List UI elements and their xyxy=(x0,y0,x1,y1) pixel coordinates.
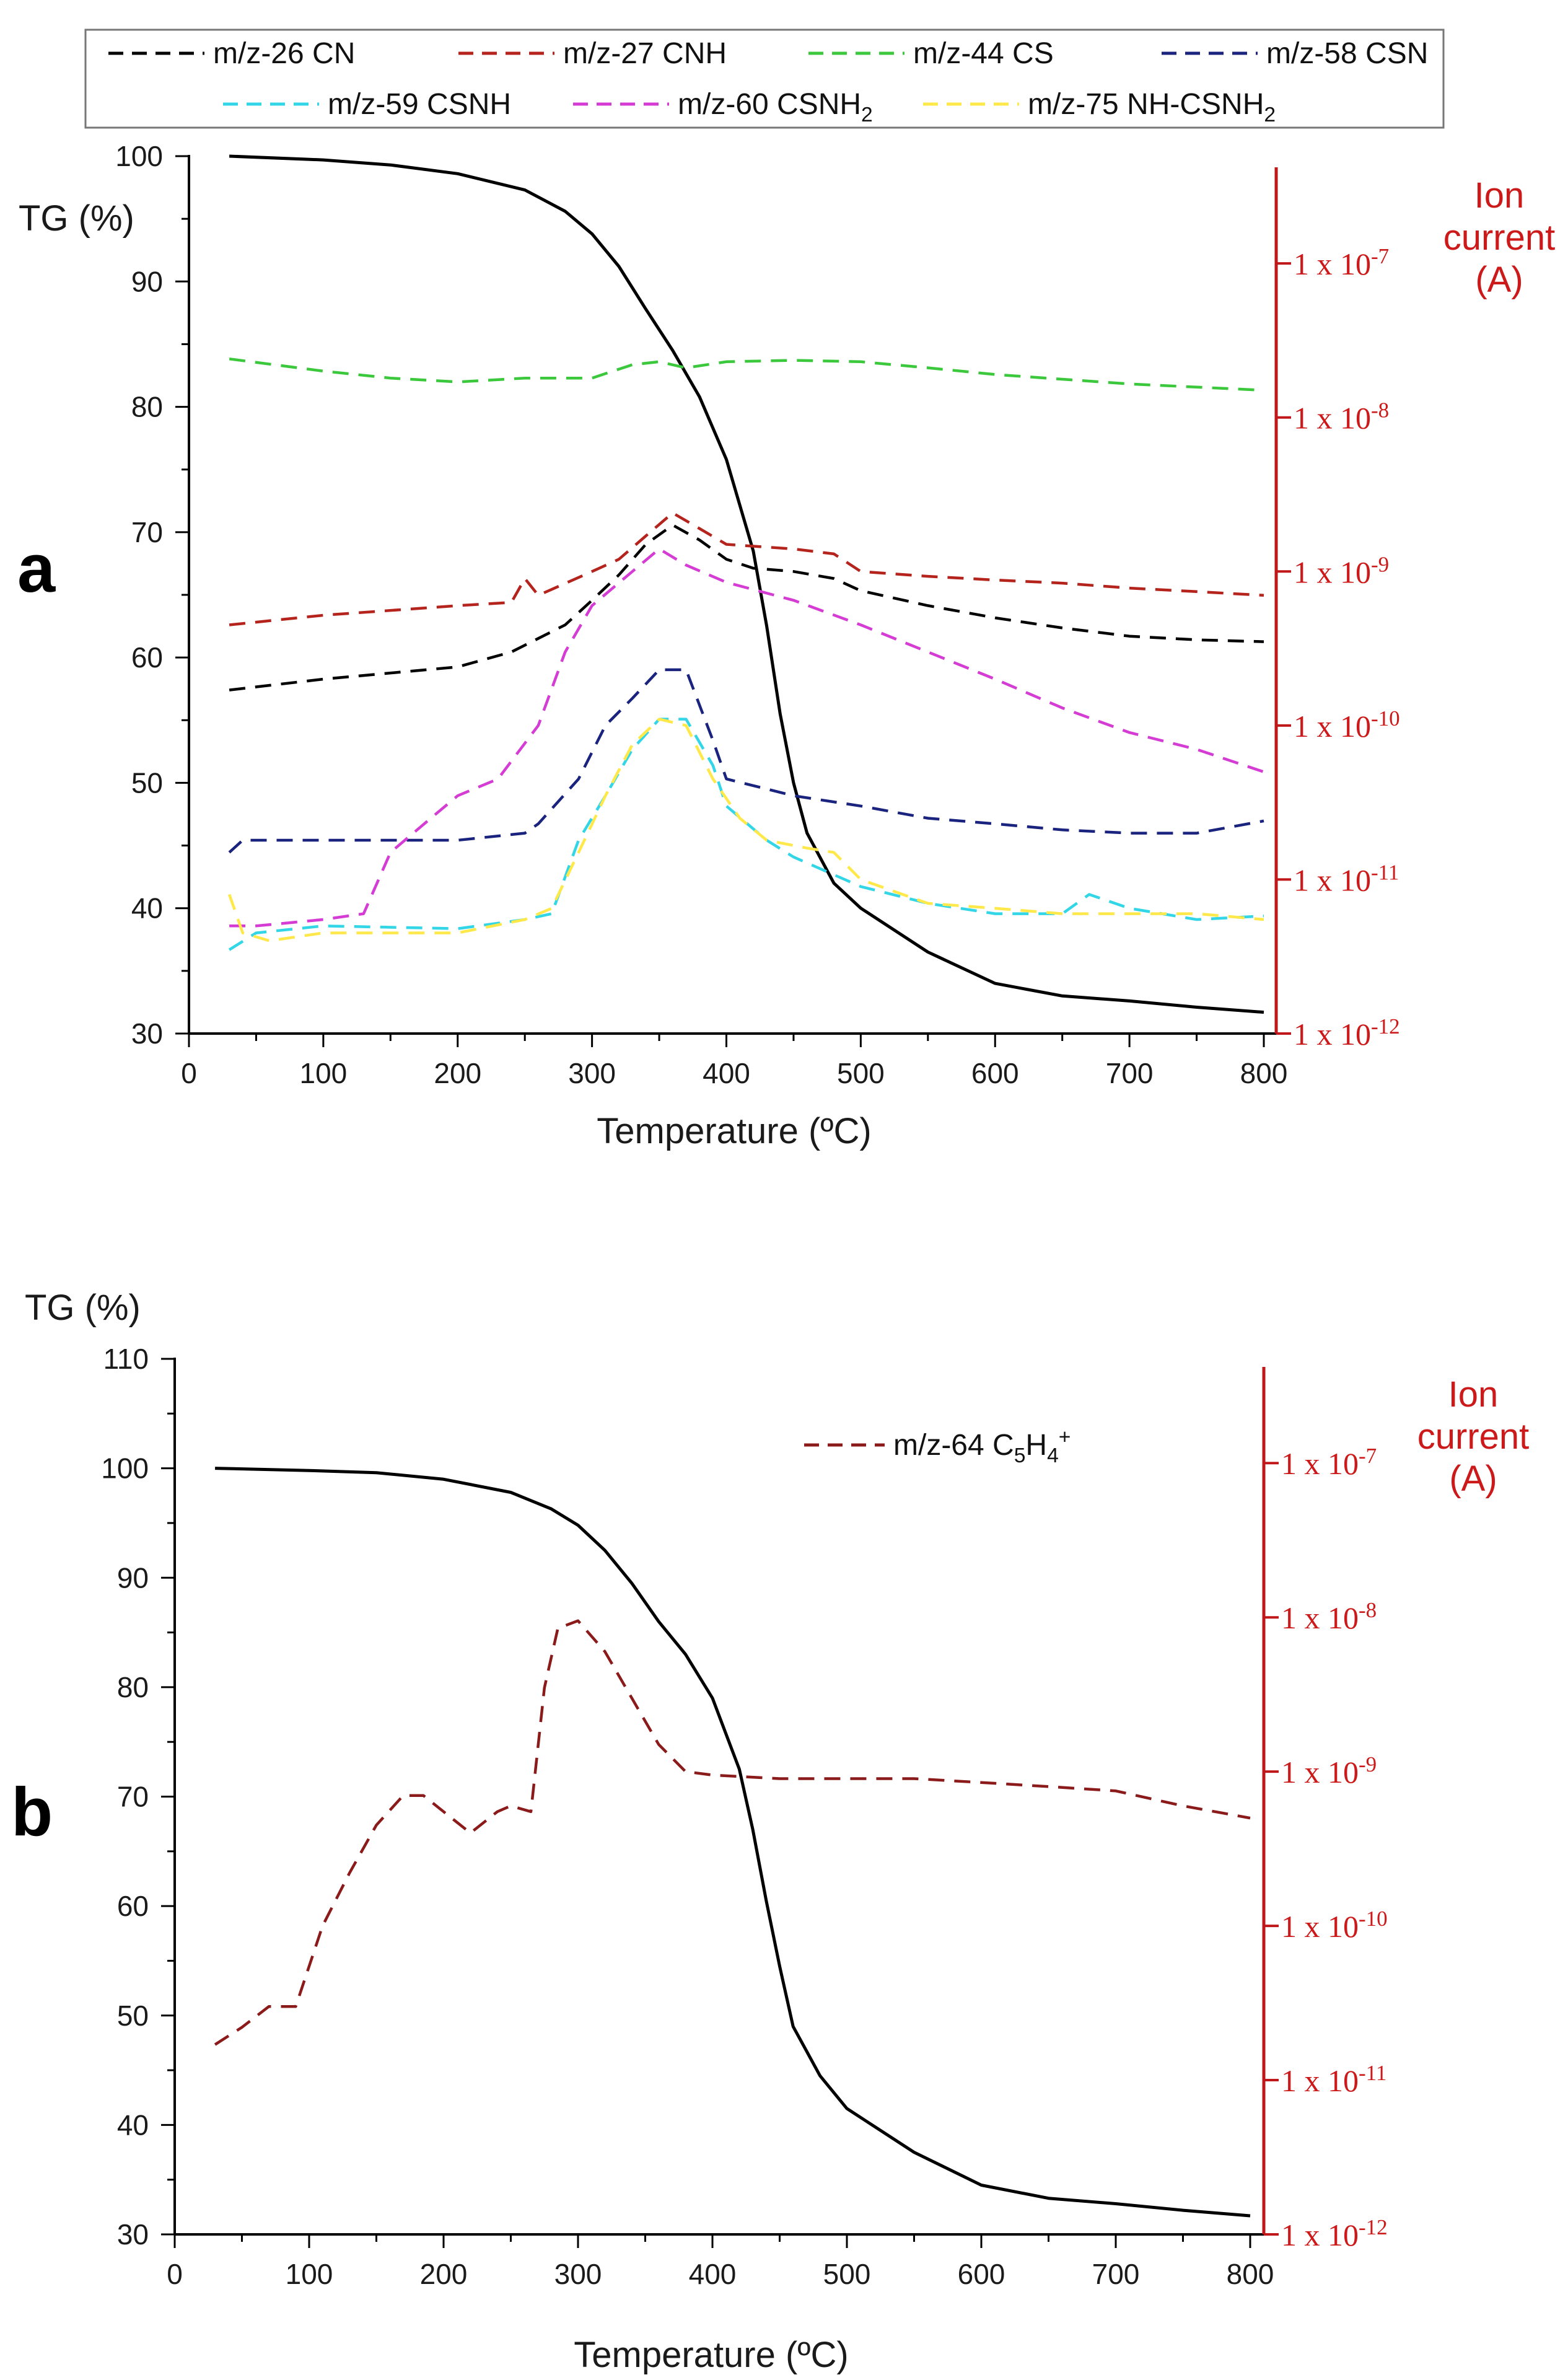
series-tg xyxy=(229,154,1264,1014)
legend-item-m-z-58-csn: m/z-58 CSN xyxy=(1266,37,1428,70)
y-tick-label: 110 xyxy=(103,1343,149,1375)
x-tick-label: 0 xyxy=(181,1057,197,1089)
series-m-z-26-cn xyxy=(229,524,1264,692)
y-tick-label: 40 xyxy=(117,2109,149,2141)
legend-item-m-z-27-cnh: m/z-27 CNH xyxy=(563,37,727,70)
panel-a-letter: a xyxy=(17,530,56,607)
y2-tick-label: 1 x 10-11 xyxy=(1281,2061,1386,2098)
series-group xyxy=(227,154,1264,1014)
x-tick-label: 300 xyxy=(568,1057,616,1089)
y-axis-title-left: TG (%) xyxy=(25,1288,141,1328)
y-tick-label: 90 xyxy=(131,265,163,297)
series-m-z-44-cs xyxy=(229,357,1264,392)
y-tick-label: 70 xyxy=(131,516,163,548)
y-tick-label: 60 xyxy=(131,641,163,674)
x-tick-label: 500 xyxy=(823,2258,871,2290)
ion-title-line: (A) xyxy=(1449,1459,1497,1499)
x-tick-label: 100 xyxy=(286,2258,333,2290)
y2-tick-label: 1 x 10-10 xyxy=(1294,706,1400,744)
y2-tick-label: 1 x 10-12 xyxy=(1294,1014,1400,1052)
y2-tick-label: 1 x 10-9 xyxy=(1294,552,1389,589)
ticks: 0 100 200 300 400 500 600 700 800 30 40 50 60 70 80 90 1… xyxy=(115,140,1399,1089)
x-tick-label: 500 xyxy=(837,1057,885,1089)
ion-title-line: (A) xyxy=(1475,260,1523,300)
y-tick-label: 90 xyxy=(117,1561,149,1594)
x-axis-title: Temperature (ºC) xyxy=(574,2335,848,2375)
legend: m/z-26 CN m/z-27 CNH m/z-44 CS m/z-58 CSN m/… xyxy=(108,37,1428,126)
y2-tick-label: 1 x 10-12 xyxy=(1281,2215,1388,2252)
ion-title-line: current xyxy=(1417,1416,1530,1457)
legend-item-m-z-59-csnh: m/z-59 CSNH xyxy=(328,88,511,121)
legend-item-m-z-44-cs: m/z-44 CS xyxy=(913,37,1054,70)
y-tick-label: 30 xyxy=(117,2218,149,2250)
series-group xyxy=(214,1467,1251,2218)
legend-item-m-z-26-cn: m/z-26 CN xyxy=(213,37,355,70)
y2-tick-label: 1 x 10-9 xyxy=(1281,1752,1377,1789)
y-tick-label: 100 xyxy=(101,1452,149,1485)
legend: m/z-64 C5H4+ xyxy=(804,1426,1071,1467)
legend-item-m-z-75-nh-csnh2: m/z-75 NH-CSNH2 xyxy=(1028,88,1276,126)
y-tick-label: 30 xyxy=(131,1017,163,1050)
ion-title-line: Ion xyxy=(1474,175,1525,216)
x-tick-label: 600 xyxy=(971,1057,1019,1089)
ion-title-line: Ion xyxy=(1448,1374,1499,1415)
x-axis-title: Temperature (ºC) xyxy=(597,1111,871,1151)
y-tick-label: 80 xyxy=(131,391,163,423)
y-tick-label: 70 xyxy=(117,1781,149,1813)
y2-tick-label: 1 x 10-8 xyxy=(1294,398,1389,436)
y-tick-label: 80 xyxy=(117,1671,149,1703)
y-tick-label: 40 xyxy=(131,892,163,924)
x-tick-label: 800 xyxy=(1227,2258,1274,2290)
legend-item-m-z-64-c5h4: m/z-64 C5H4+ xyxy=(893,1426,1071,1467)
series-m-z-27-cnh xyxy=(229,511,1264,626)
x-tick-label: 600 xyxy=(958,2258,1005,2290)
legend-item-m-z-60-csnh2: m/z-60 CSNH2 xyxy=(678,88,873,126)
panel-b-letter: b xyxy=(11,1774,53,1850)
y2-tick-label: 1 x 10-11 xyxy=(1294,860,1399,897)
x-tick-label: 0 xyxy=(167,2258,183,2290)
panel-a: a m/z-26 CN m/z-27 CNH m/z-44 CS m/z-58 CSN… xyxy=(17,29,1556,1151)
series-m-z-64-c5h4 xyxy=(214,1619,1251,2046)
x-tick-label: 300 xyxy=(554,2258,602,2290)
ticks: 0 100 200 300 400 500 600 700 800 30 40 50 60 70 80 90 1… xyxy=(101,1343,1387,2290)
series-tg xyxy=(215,1467,1251,2218)
x-tick-label: 200 xyxy=(420,2258,468,2290)
y2-tick-label: 1 x 10-10 xyxy=(1281,1907,1388,1944)
y2-tick-label: 1 x 10-7 xyxy=(1281,1444,1377,1481)
axes xyxy=(173,1358,1266,2236)
x-tick-label: 700 xyxy=(1092,2258,1140,2290)
x-tick-label: 200 xyxy=(434,1057,481,1089)
x-tick-label: 800 xyxy=(1240,1057,1288,1089)
y2-tick-label: 1 x 10-8 xyxy=(1281,1598,1377,1635)
y2-tick-label: 1 x 10-7 xyxy=(1294,244,1389,281)
y-tick-label: 100 xyxy=(115,140,163,172)
x-tick-label: 400 xyxy=(703,1057,750,1089)
y-tick-label: 50 xyxy=(117,2000,149,2032)
x-tick-label: 400 xyxy=(689,2258,737,2290)
legend-box xyxy=(84,29,1445,129)
y-axis-title-left: TG (%) xyxy=(19,198,134,239)
y-tick-label: 50 xyxy=(131,766,163,799)
series-m-z-58-csn xyxy=(228,668,1264,854)
series-m-z-60-csnh2 xyxy=(229,547,1264,928)
x-tick-label: 700 xyxy=(1106,1057,1154,1089)
ion-title-line: current xyxy=(1443,217,1556,258)
y-tick-label: 60 xyxy=(117,1890,149,1922)
x-tick-label: 100 xyxy=(300,1057,348,1089)
series-m-z-75-nh-csnh2 xyxy=(227,718,1264,942)
series-m-z-59-csnh xyxy=(228,718,1264,951)
